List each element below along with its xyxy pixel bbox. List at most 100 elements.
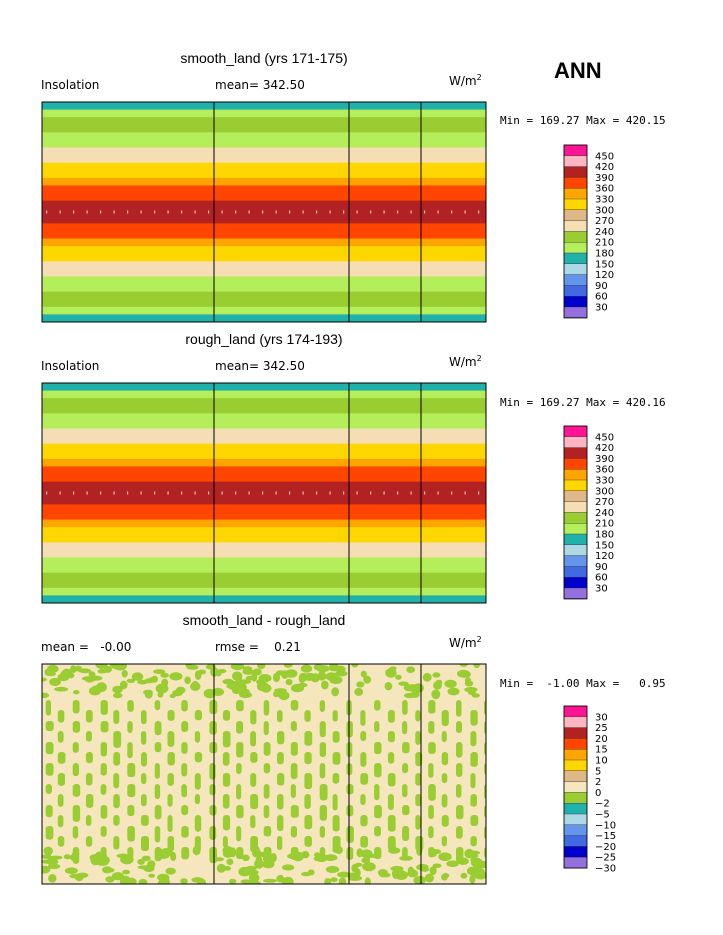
diff-blob: [42, 692, 50, 698]
diff-blob: [460, 872, 468, 879]
contour-tick: [262, 210, 264, 214]
diff-blob: [63, 854, 71, 860]
contour-tick: [208, 491, 210, 495]
diff-blob: [277, 752, 284, 765]
contour-tick: [397, 491, 399, 495]
diff-blob: [332, 773, 340, 784]
diff-blob: [332, 815, 340, 832]
contour-tick: [478, 491, 480, 495]
diff-blob: [346, 721, 353, 738]
diff-blob: [360, 815, 368, 827]
legend-tick-label: 240: [595, 508, 614, 519]
diff-blob: [415, 752, 423, 767]
diff-blob: [304, 773, 313, 790]
diff-blob: [181, 721, 189, 732]
diff-blob: [100, 721, 109, 733]
diff-blob: [138, 878, 148, 884]
diff-blob: [484, 826, 486, 840]
diff-blob: [154, 721, 162, 736]
map-frame: [41, 382, 487, 604]
legend-swatch: [563, 447, 588, 459]
diff-blob: [57, 815, 64, 828]
diff-blob: [319, 847, 326, 860]
diff-blob: [472, 865, 482, 871]
zonal-band: [42, 208, 486, 217]
diff-blob: [441, 773, 448, 784]
contour-tick: [289, 210, 291, 214]
diff-blob: [160, 672, 169, 678]
legend-swatch: [563, 479, 588, 492]
diff-blob: [263, 878, 277, 883]
diff-blob: [141, 815, 149, 826]
panel-1-variable: Insolation: [41, 78, 100, 92]
diff-blob: [236, 805, 244, 819]
diff-blob: [402, 805, 410, 816]
diff-blob: [470, 836, 477, 847]
diff-blob: [170, 853, 177, 861]
diff-blob: [484, 805, 486, 818]
diff-blob: [235, 677, 242, 686]
diff-blob: [428, 721, 435, 734]
diff-blob: [319, 784, 328, 801]
diff-blob: [169, 693, 176, 699]
zonal-band: [42, 276, 486, 285]
contour-tick: [100, 491, 102, 495]
contour-tick: [181, 491, 183, 495]
legend-tick-label: 90: [595, 562, 608, 573]
diff-blob: [85, 815, 92, 826]
contour-tick: [316, 210, 318, 214]
diff-blob: [236, 784, 242, 800]
diff-blob: [248, 873, 260, 883]
diff-blob: [335, 670, 348, 677]
panel-1-title: smooth_land (yrs 171-175): [180, 50, 348, 66]
legend-swatch: [563, 523, 588, 535]
diff-blob: [72, 721, 81, 733]
diff-blob: [49, 855, 63, 860]
diff-blob: [422, 672, 432, 682]
legend-swatch: [563, 770, 588, 783]
diff-blob: [184, 676, 191, 685]
legend-tick-label: 0: [595, 788, 601, 799]
diff-blob: [348, 874, 356, 881]
diff-blob: [402, 763, 409, 774]
legend-swatch: [563, 166, 588, 178]
panel-3-rmse: rmse = 0.21: [215, 640, 301, 654]
zonal-band: [42, 542, 486, 551]
diff-blob: [319, 805, 327, 821]
zonal-band: [42, 511, 486, 520]
contour-tick: [59, 491, 61, 495]
contour-tick: [370, 491, 372, 495]
contour-tick: [73, 210, 75, 214]
diff-blob: [105, 876, 115, 883]
diff-blob: [141, 731, 147, 745]
contour-tick: [100, 210, 102, 214]
contour-tick: [127, 491, 129, 495]
diff-blob: [361, 857, 371, 864]
diff-blob: [85, 752, 93, 764]
contour-tick: [181, 210, 183, 214]
diff-blob: [364, 877, 371, 884]
season-label: ANN: [554, 58, 602, 83]
diff-blob: [119, 878, 132, 884]
diff-blob: [395, 674, 402, 680]
contour-tick: [356, 210, 358, 214]
zonal-band: [42, 534, 486, 543]
zonal-band: [42, 549, 486, 558]
contour-tick: [289, 491, 291, 495]
zonal-band: [42, 587, 486, 596]
contour-tick: [73, 491, 75, 495]
diff-blob: [402, 826, 410, 841]
diff-blob: [44, 668, 52, 675]
diff-blob: [69, 665, 77, 673]
diff-blob: [456, 721, 462, 734]
diff-blob: [470, 857, 478, 863]
diff-blob: [209, 721, 217, 735]
diff-blob: [332, 731, 340, 743]
diff-blob: [473, 871, 486, 880]
diff-blob: [127, 826, 135, 842]
diff-blob: [45, 784, 52, 794]
legend-tick-label: 300: [595, 486, 614, 497]
diff-blob: [222, 836, 228, 848]
diff-blob: [194, 731, 201, 743]
